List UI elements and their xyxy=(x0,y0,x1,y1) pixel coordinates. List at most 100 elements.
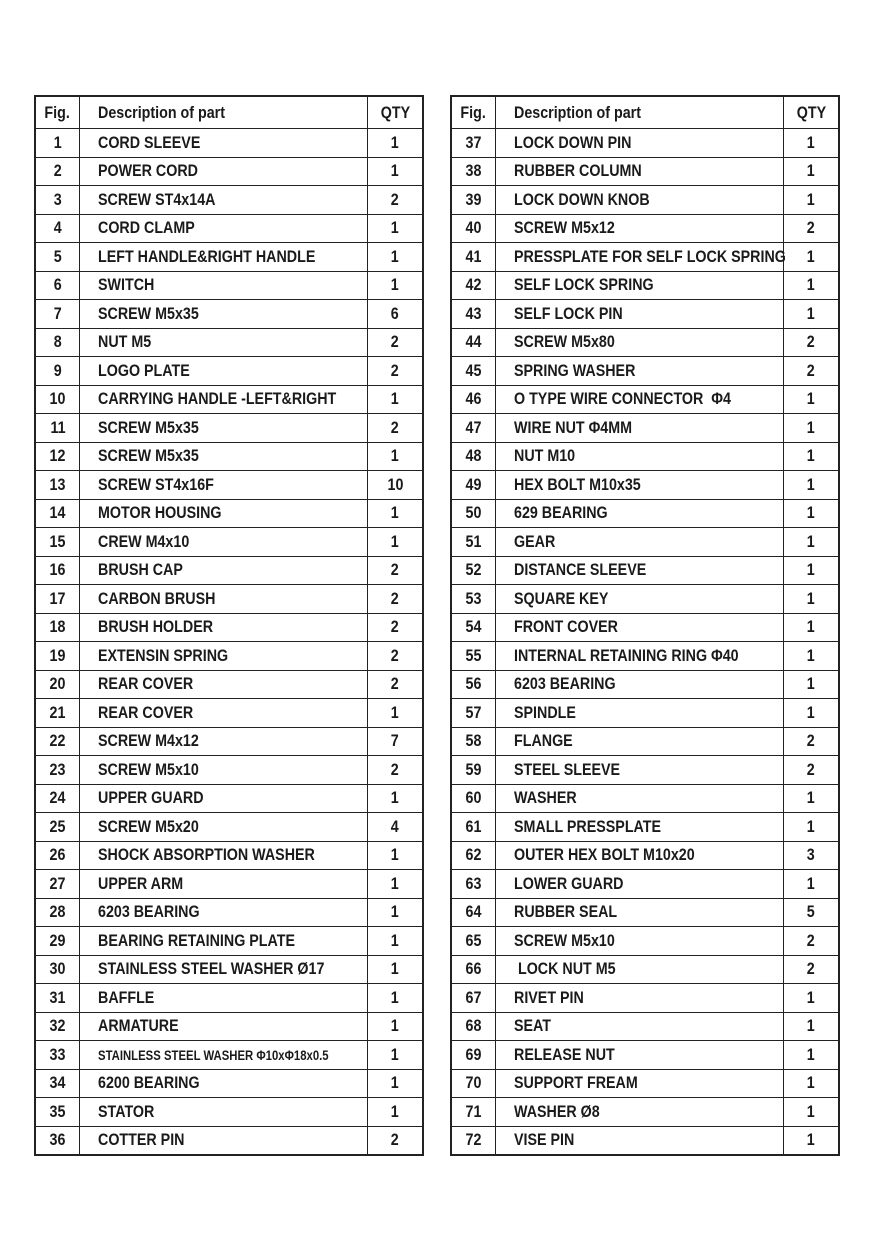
table-row: 66 LOCK NUT M5 2 xyxy=(450,954,840,984)
fig-cell: 5 xyxy=(34,242,80,272)
fig-cell: 65 xyxy=(450,926,496,956)
fig-cell-text: 21 xyxy=(49,702,66,722)
fig-cell: 53 xyxy=(450,584,496,614)
qty-cell: 1 xyxy=(367,441,424,471)
fig-cell: 12 xyxy=(34,441,80,471)
fig-cell: 18 xyxy=(34,612,80,642)
fig-cell-text: 40 xyxy=(465,218,482,238)
qty-cell-text: 1 xyxy=(391,1016,399,1036)
qty-cell-text: 1 xyxy=(807,446,815,466)
qty-cell: 2 xyxy=(367,755,424,785)
fig-cell-text: 58 xyxy=(465,731,482,751)
fig-cell-text: 3 xyxy=(53,189,62,209)
description-cell: SCREW M5x12 xyxy=(495,213,784,243)
description-cell-text: SCREW M5x10 xyxy=(514,930,615,950)
description-cell-text: 629 BEARING xyxy=(514,503,608,523)
qty-cell-text: 1 xyxy=(391,873,399,893)
fig-cell: 38 xyxy=(450,156,496,186)
description-cell-text: CARRYING HANDLE -LEFT&RIGHT xyxy=(98,389,337,409)
table-row: 5 LEFT HANDLE&RIGHT HANDLE 1 xyxy=(34,242,424,272)
table-row: 13 SCREW ST4x16F 10 xyxy=(34,470,424,500)
qty-cell-text: 1 xyxy=(391,845,399,865)
fig-cell-text: 31 xyxy=(49,987,66,1007)
description-cell: SELF LOCK SPRING xyxy=(495,270,784,300)
table-row: 33 STAINLESS STEEL WASHER Φ10xΦ18x0.5 1 xyxy=(34,1040,424,1070)
fig-cell: 21 xyxy=(34,698,80,728)
fig-cell: 16 xyxy=(34,555,80,585)
qty-cell-text: 2 xyxy=(807,731,815,751)
qty-cell-text: 2 xyxy=(391,1130,399,1150)
table-row: 65 SCREW M5x10 2 xyxy=(450,926,840,956)
fig-cell: 17 xyxy=(34,584,80,614)
description-cell-text: SCREW M5x12 xyxy=(514,218,615,238)
description-cell: COTTER PIN xyxy=(79,1125,368,1156)
qty-cell: 1 xyxy=(367,926,424,956)
description-cell-text: SCREW M5x80 xyxy=(514,332,615,352)
qty-cell-text: 1 xyxy=(391,959,399,979)
description-cell: BEARING RETAINING PLATE xyxy=(79,926,368,956)
fig-cell: 10 xyxy=(34,384,80,414)
description-cell-text: FLANGE xyxy=(514,731,573,751)
qty-cell-text: 1 xyxy=(391,1073,399,1093)
table-row: 70 SUPPORT FREAM 1 xyxy=(450,1068,840,1098)
fig-cell-text: 22 xyxy=(49,731,66,751)
qty-cell: 1 xyxy=(367,783,424,813)
description-cell-text: ARMATURE xyxy=(98,1016,179,1036)
description-cell-text: SUPPORT FREAM xyxy=(514,1073,638,1093)
qty-cell-text: 2 xyxy=(807,959,815,979)
qty-cell: 1 xyxy=(783,1011,840,1041)
fig-cell: 46 xyxy=(450,384,496,414)
table-row: 51 GEAR 1 xyxy=(450,527,840,557)
description-cell-text: DISTANCE SLEEVE xyxy=(514,560,647,580)
qty-cell: 2 xyxy=(783,755,840,785)
qty-cell-text: 1 xyxy=(391,531,399,551)
description-cell-text: HEX BOLT M10x35 xyxy=(514,474,641,494)
table-row: 72 VISE PIN 1 xyxy=(450,1125,840,1156)
fig-cell: 56 xyxy=(450,669,496,699)
table-row: 17 CARBON BRUSH 2 xyxy=(34,584,424,614)
qty-cell: 2 xyxy=(367,356,424,386)
qty-cell: 1 xyxy=(783,413,840,443)
qty-cell: 1 xyxy=(783,128,840,158)
qty-cell-text: 4 xyxy=(391,816,399,836)
table-row: 34 6200 BEARING 1 xyxy=(34,1068,424,1098)
qty-cell: 2 xyxy=(367,413,424,443)
fig-cell: 57 xyxy=(450,698,496,728)
fig-cell: 4 xyxy=(34,213,80,243)
fig-cell: 70 xyxy=(450,1068,496,1098)
fig-cell-text: 7 xyxy=(53,303,62,323)
description-cell: WASHER Ø8 xyxy=(495,1097,784,1127)
fig-cell: 7 xyxy=(34,299,80,329)
fig-cell-text: 67 xyxy=(465,987,482,1007)
table-row: 23 SCREW M5x10 2 xyxy=(34,755,424,785)
qty-cell: 1 xyxy=(367,983,424,1013)
description-cell-text: UPPER ARM xyxy=(98,873,184,893)
description-cell: DISTANCE SLEEVE xyxy=(495,555,784,585)
qty-cell: 1 xyxy=(783,299,840,329)
header-qty: QTY xyxy=(783,95,840,129)
description-cell-text: FRONT COVER xyxy=(514,617,618,637)
fig-cell-text: 35 xyxy=(49,1101,66,1121)
qty-cell: 1 xyxy=(783,527,840,557)
description-cell: SCREW M5x20 xyxy=(79,812,368,842)
description-cell: SHOCK ABSORPTION WASHER xyxy=(79,840,368,870)
description-cell-text: STAINLESS STEEL WASHER Φ10xΦ18x0.5 xyxy=(98,1047,329,1063)
fig-cell-text: 23 xyxy=(49,759,66,779)
fig-cell-text: 12 xyxy=(49,446,66,466)
description-cell: STAINLESS STEEL WASHER Ø17 xyxy=(79,954,368,984)
qty-cell-text: 1 xyxy=(391,503,399,523)
description-cell-text: SCREW M5x35 xyxy=(98,417,199,437)
table-row: 28 6203 BEARING 1 xyxy=(34,897,424,927)
description-cell: RELEASE NUT xyxy=(495,1040,784,1070)
fig-cell: 28 xyxy=(34,897,80,927)
qty-cell-text: 1 xyxy=(391,930,399,950)
description-cell-text: SELF LOCK PIN xyxy=(514,303,623,323)
qty-cell: 1 xyxy=(367,897,424,927)
description-cell: WIRE NUT Φ4MM xyxy=(495,413,784,443)
parts-table-right: Fig. Description of part QTY 37 LOCK DOWN… xyxy=(450,95,840,1156)
description-cell-text: POWER CORD xyxy=(98,161,198,181)
qty-cell-text: 1 xyxy=(391,246,399,266)
qty-cell-text: 10 xyxy=(387,474,403,494)
qty-cell: 1 xyxy=(783,156,840,186)
fig-cell-text: 61 xyxy=(465,816,482,836)
